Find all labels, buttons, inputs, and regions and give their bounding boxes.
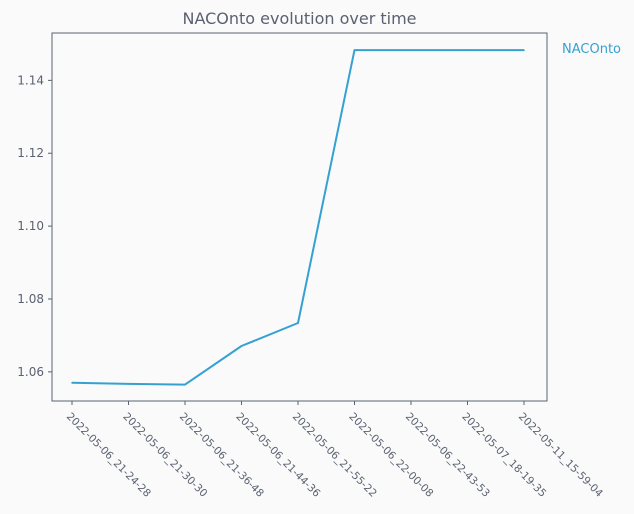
y-tick-label: 1.10 <box>17 219 44 233</box>
data-point <box>353 49 356 51</box>
data-point <box>523 49 525 51</box>
y-tick-label: 1.06 <box>17 365 44 379</box>
y-tick-label: 1.14 <box>17 73 44 87</box>
data-point <box>184 383 186 386</box>
y-tick-label: 1.12 <box>17 146 44 160</box>
y-axis: 1.06 1.08 1.10 1.12 1.14 <box>17 73 52 379</box>
chart-title: NACOnto evolution over time <box>182 9 416 28</box>
data-point <box>71 381 73 384</box>
x-axis: 2022-05-06_21-24-282022-05-06_21-30-3020… <box>64 401 605 500</box>
data-point <box>410 49 412 51</box>
y-tick-label: 1.08 <box>17 292 44 306</box>
data-point <box>240 345 243 347</box>
legend-label: NACOnto <box>562 42 621 57</box>
data-point <box>466 49 469 51</box>
plot-area <box>51 32 548 402</box>
data-point <box>127 383 130 385</box>
legend: NACOnto <box>562 42 621 57</box>
series-group <box>71 49 525 386</box>
data-point <box>297 322 299 324</box>
